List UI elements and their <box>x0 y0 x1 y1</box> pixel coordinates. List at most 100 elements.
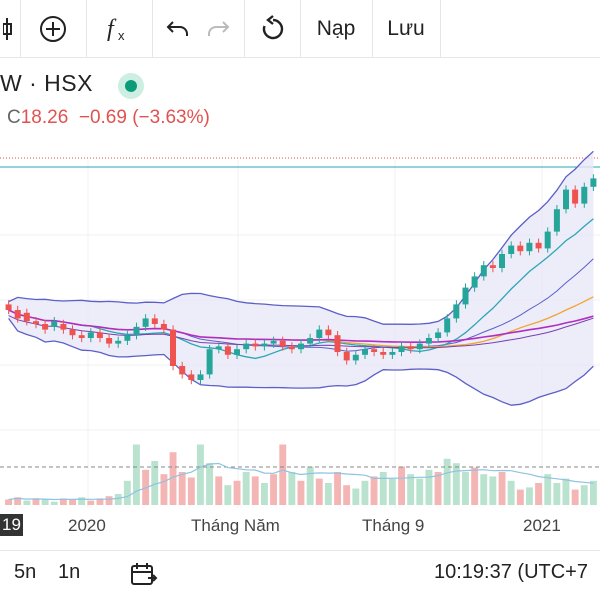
candle-body <box>499 254 505 268</box>
candle-body <box>380 352 387 355</box>
volume-bar <box>580 485 588 505</box>
volume-bar <box>187 477 195 505</box>
change-value: −0.69 (−3.63%) <box>78 107 210 128</box>
candle-body <box>352 354 359 361</box>
volume-bar <box>379 472 387 505</box>
range-5n-button[interactable]: 5n <box>14 561 37 583</box>
volume-bar <box>151 461 159 505</box>
volume-bar <box>5 499 12 505</box>
volume-bar <box>535 483 542 505</box>
candle-body <box>87 332 94 338</box>
candle-body <box>553 209 560 232</box>
volume-bar <box>471 467 479 505</box>
candle-body <box>581 186 588 204</box>
volume-bar <box>425 469 433 505</box>
candle-body <box>279 340 286 347</box>
volume-bar <box>498 472 506 505</box>
candle-body <box>206 349 213 375</box>
candle-body <box>544 231 551 249</box>
candle-body <box>215 346 222 350</box>
volume-bar <box>553 483 561 505</box>
candle-body <box>14 310 21 319</box>
reload-icon[interactable] <box>246 0 300 58</box>
close-label: C <box>7 107 21 128</box>
volume-bar <box>507 480 515 505</box>
clock-readout[interactable]: 10:19:37 (UTC+7 <box>434 561 588 583</box>
candle-body <box>508 245 515 254</box>
x-tick-label: 19 <box>0 514 23 536</box>
volume-bar <box>160 474 168 505</box>
volume-bar <box>169 452 177 505</box>
volume-bar <box>279 444 287 505</box>
candle-body <box>316 329 323 338</box>
volume-bar <box>343 485 351 505</box>
volume-bar <box>261 483 268 505</box>
volume-bar <box>87 500 95 505</box>
candle-body <box>133 326 140 336</box>
candle-body <box>78 335 85 338</box>
calendar-icon[interactable] <box>130 561 158 593</box>
candle-body <box>435 332 442 338</box>
volume-bar <box>41 499 49 505</box>
volume-bar <box>571 489 579 505</box>
volume-bar <box>544 474 552 505</box>
candle-body <box>462 287 469 305</box>
candle-body <box>398 346 405 352</box>
bollinger-lower-line <box>8 318 594 406</box>
volume-bar <box>590 480 597 505</box>
candle-body <box>33 321 39 324</box>
candle-body <box>489 265 496 268</box>
volume-bar <box>297 480 305 505</box>
volume-bar <box>462 472 469 505</box>
volume-bar <box>233 480 241 505</box>
price-chart[interactable] <box>0 150 600 510</box>
volume-bar <box>23 500 31 505</box>
save-button[interactable]: Lưu <box>387 17 425 40</box>
redo-icon[interactable] <box>196 0 240 58</box>
volume-bar <box>32 498 40 505</box>
candle-body <box>334 335 341 352</box>
symbol-title[interactable]: W · HSX <box>0 70 93 96</box>
candle-body <box>5 304 12 310</box>
range-1n-button[interactable]: 1n <box>58 561 81 583</box>
volume-bar <box>407 474 415 505</box>
plus-circle-icon[interactable] <box>22 0 84 58</box>
svg-text:x: x <box>118 28 125 43</box>
candle-body <box>325 329 332 336</box>
candle-body <box>42 324 49 330</box>
candle-body <box>197 374 204 380</box>
volume-bar <box>489 476 497 505</box>
x-tick-label: Tháng Năm <box>191 516 280 535</box>
volume-bar <box>69 499 76 505</box>
volume-bar <box>526 487 533 505</box>
ohlc-readout: C18.26 −0.69 (−3.63%) <box>7 107 210 129</box>
candle-body <box>96 332 103 338</box>
volume-bar <box>306 466 314 505</box>
candle-body <box>224 346 231 355</box>
candle-body <box>572 189 579 204</box>
candle-body <box>298 343 304 350</box>
candle-body <box>261 343 268 347</box>
volume-bar <box>224 485 232 505</box>
volume-bar <box>562 478 570 505</box>
volume-bar <box>416 478 424 505</box>
volume-bar <box>443 458 451 505</box>
candle-body <box>471 276 478 288</box>
volume-bar <box>178 472 186 505</box>
candle-body <box>124 335 131 341</box>
candle-body <box>243 343 250 350</box>
volume-bar <box>324 483 332 505</box>
market-status-icon <box>118 73 144 99</box>
volume-bar <box>315 478 323 505</box>
load-button[interactable]: Nạp <box>316 17 356 40</box>
candle-body <box>234 349 240 355</box>
volume-bar <box>14 497 22 505</box>
candle-body <box>416 343 423 350</box>
undo-icon[interactable] <box>156 0 200 58</box>
candle-body <box>270 340 277 344</box>
candle-body <box>362 349 368 355</box>
candle-partial-icon[interactable] <box>0 0 18 58</box>
